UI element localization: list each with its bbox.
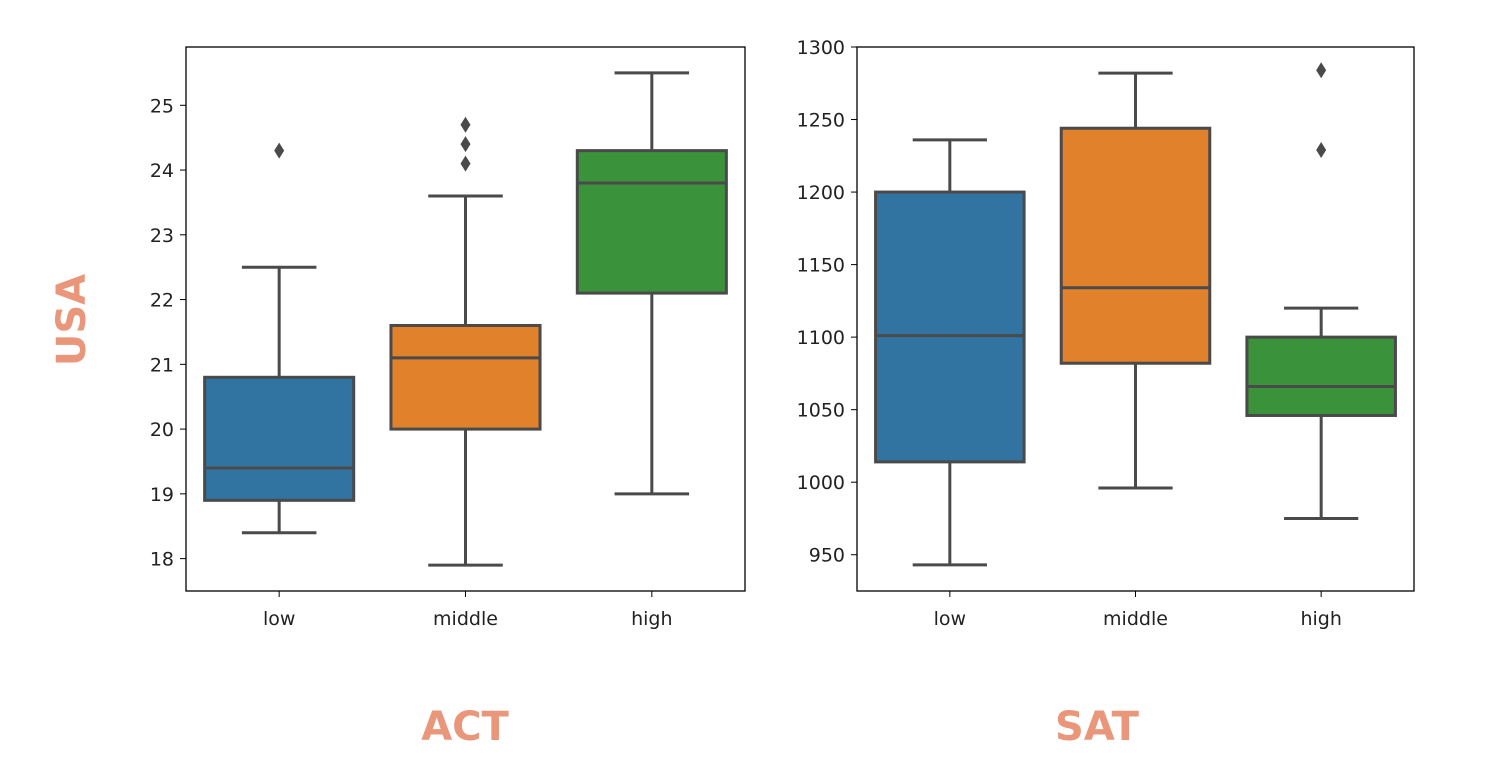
x-tick-label: middle <box>1103 608 1168 630</box>
box-body <box>389 323 542 431</box>
outlier-point <box>1316 141 1327 158</box>
box-body <box>575 149 728 295</box>
axes-frame <box>185 46 746 592</box>
box-low <box>874 138 1026 567</box>
y-tick-label: 20 <box>150 419 174 441</box>
sat-boxplot-panel: 950 1000 1050 1100 1150 1200 1250 1300 low middle… <box>797 37 1415 630</box>
act-column-label: ACT <box>421 704 509 750</box>
x-tick-label: high <box>1300 608 1341 630</box>
box-body <box>1245 335 1397 417</box>
y-tick-label: 1250 <box>797 110 845 132</box>
y-tick-label: 950 <box>809 545 845 567</box>
y-tick-label: 22 <box>150 290 174 312</box>
outlier-point <box>1316 62 1327 79</box>
y-tick-label: 1000 <box>797 472 845 494</box>
x-tick-label: low <box>934 608 966 630</box>
x-tick-label: middle <box>433 608 498 630</box>
y-tick-label: 24 <box>150 160 174 182</box>
x-tick-label: low <box>263 608 295 630</box>
box-low <box>203 142 356 535</box>
y-tick-label: 18 <box>150 549 174 571</box>
y-tick-label: 23 <box>150 225 174 247</box>
outlier-point <box>274 142 285 159</box>
box-high <box>575 71 728 496</box>
box-middle <box>389 116 542 567</box>
box-body <box>203 375 356 502</box>
sat-column-label: SAT <box>1055 704 1140 750</box>
x-tick-label: high <box>631 608 672 630</box>
box-body <box>874 190 1026 464</box>
box-high <box>1245 62 1397 520</box>
y-tick-label: 25 <box>150 95 174 117</box>
y-tick-label: 21 <box>150 354 174 376</box>
y-tick-label: 19 <box>150 484 174 506</box>
outlier-point <box>460 155 471 172</box>
y-tick-label: 1300 <box>797 37 845 59</box>
box-middle <box>1059 71 1212 490</box>
act-boxplot-panel: 18 19 20 21 22 23 24 25 low middle high <box>150 46 746 630</box>
outlier-point <box>460 116 471 133</box>
y-tick-label: 1150 <box>797 255 845 277</box>
y-tick-label: 1100 <box>797 327 845 349</box>
axes-frame <box>856 46 1415 592</box>
outlier-point <box>460 136 471 153</box>
box-body <box>1059 126 1212 365</box>
y-tick-label: 1200 <box>797 182 845 204</box>
y-tick-label: 1050 <box>797 400 845 422</box>
row-label: USA <box>49 274 95 366</box>
